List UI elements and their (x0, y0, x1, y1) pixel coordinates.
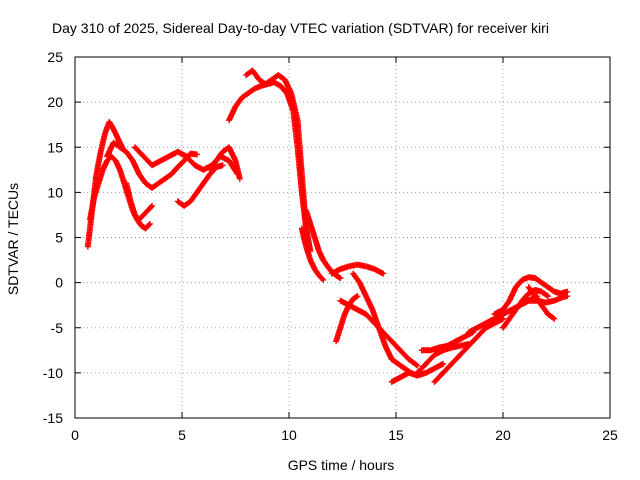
plot-frame (74, 56, 611, 419)
data-series-19 (431, 315, 506, 385)
x-tick-label: 25 (602, 427, 618, 443)
data-series-1 (84, 118, 126, 250)
y-tick-label: -15 (43, 410, 63, 426)
data-series-24 (525, 284, 558, 322)
marker-band (123, 181, 154, 222)
x-axis-label: GPS time / hours (288, 457, 395, 473)
y-tick-label: -5 (51, 320, 64, 336)
data-series-4 (123, 180, 156, 223)
data-series-7 (206, 144, 243, 182)
grid-layer (75, 57, 610, 418)
chart-title: Day 310 of 2025, Sidereal Day-to-day VTE… (52, 20, 549, 36)
data-layer (84, 67, 571, 385)
y-tick-label: 5 (55, 230, 63, 246)
marker-band (176, 162, 225, 208)
y-tick-label: 10 (47, 184, 63, 200)
marker-band (526, 285, 557, 321)
x-tick-label: 10 (281, 427, 297, 443)
marker-band (244, 68, 309, 230)
marker-band (299, 227, 326, 282)
data-series-3 (104, 139, 200, 191)
marker-band (207, 145, 243, 181)
data-series-11 (298, 225, 327, 283)
data-series-6 (174, 162, 226, 209)
x-tick-label: 0 (71, 427, 79, 443)
data-series-13 (333, 293, 361, 345)
y-axis-label: SDTVAR / TECUs (5, 183, 21, 295)
x-tick-label: 15 (388, 427, 404, 443)
marker-band (492, 274, 569, 317)
marker-band (432, 316, 505, 384)
marker-band (351, 271, 420, 378)
marker-band (338, 298, 420, 368)
marker-band (330, 261, 385, 276)
y-tick-label: 0 (55, 275, 63, 291)
marker-band (415, 341, 471, 375)
marker-band (389, 361, 445, 385)
y-tick-label: 20 (47, 94, 63, 110)
data-series-5 (131, 144, 241, 178)
x-tick-label: 5 (178, 427, 186, 443)
y-tick-label: -10 (43, 365, 63, 381)
y-tick-label: 15 (47, 139, 63, 155)
data-series-12 (328, 261, 387, 277)
y-tick-label: 25 (47, 49, 63, 65)
marker-band (85, 120, 125, 248)
tick-layer: 0 5 10 15 20 25 -15 -10 -5 0 5 10 15 20 25 (43, 49, 618, 443)
x-tick-label: 20 (495, 427, 511, 443)
data-series-21 (491, 274, 571, 318)
